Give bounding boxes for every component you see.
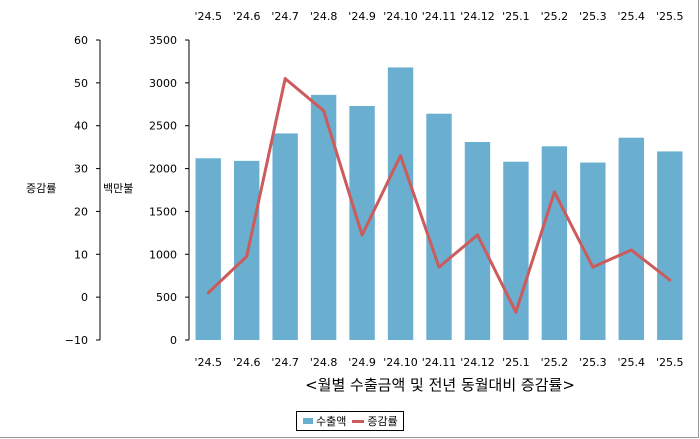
- bar-series: [195, 67, 683, 340]
- top-category-label: '24.6: [233, 10, 261, 23]
- right-axis-tick-label: 3500: [149, 34, 177, 47]
- left-axis-tick-label: 40: [74, 120, 88, 133]
- top-category-label: '24.7: [271, 10, 299, 23]
- bottom-category-axis: '24.5 '24.6 '24.7 '24.8 '24.9 '24.10 '24.11'24…: [194, 356, 683, 369]
- growth-point-'24.8: [322, 109, 326, 113]
- right-axis-tick-label: 2500: [149, 120, 177, 133]
- top-category-axis: '24.5 '24.6 '24.7 '24.8 '24.9 '24.10 '24.11'24…: [194, 10, 683, 23]
- left-axis-tick-label: 20: [74, 205, 88, 218]
- bottom-category-label: '25.3: [579, 356, 607, 369]
- top-category-label: '25.5: [656, 10, 684, 23]
- right-axis: 3500 3000 2500 2000 1500 1000 500 0: [149, 34, 190, 347]
- right-axis-tick-label: 3000: [149, 77, 177, 90]
- bar-'24.9: [349, 106, 375, 340]
- right-axis-tick-label: 1000: [149, 248, 177, 261]
- bottom-category-label: '24.8: [310, 356, 338, 369]
- growth-point-'25.4: [629, 248, 633, 252]
- bar-'25.5: [657, 151, 683, 340]
- left-axis-tick-label: −10: [65, 334, 88, 347]
- legend-swatch-growth: [352, 419, 365, 423]
- top-category-label: '24.8: [310, 10, 338, 23]
- bar-'24.8: [310, 94, 337, 340]
- growth-point-'25.1: [514, 310, 518, 314]
- growth-point-'24.11: [437, 265, 441, 269]
- top-category-label: '24.5: [194, 10, 222, 23]
- bottom-category-label: '24.5: [194, 356, 222, 369]
- legend-label-growth: 증감률: [367, 415, 398, 428]
- line-series: [206, 77, 672, 314]
- top-category-label: '24.12: [460, 10, 495, 23]
- top-category-label: '24.10: [383, 10, 418, 23]
- right-axis-tick-label: 500: [156, 291, 177, 304]
- left-axis-tick-label: 0: [81, 291, 88, 304]
- growth-point-'24.7: [283, 77, 287, 81]
- left-axis-title: 증감률: [26, 182, 56, 195]
- left-axis-tick-label: 30: [74, 163, 88, 176]
- left-axis: 60 50 40 30 20 10 0 −10: [65, 34, 101, 347]
- bottom-category-label: '25.1: [502, 356, 530, 369]
- bar-'24.7: [272, 133, 298, 340]
- right-axis-title: 백만불: [103, 182, 133, 195]
- growth-point-'25.2: [552, 190, 556, 194]
- bottom-category-label: '25.5: [656, 356, 684, 369]
- growth-point-'25.5: [668, 278, 672, 282]
- growth-point-'24.9: [360, 233, 364, 237]
- left-axis-tick-label: 60: [74, 34, 88, 47]
- bar-'24.10: [387, 67, 414, 340]
- bottom-category-label: '24.10: [383, 356, 418, 369]
- right-axis-tick-label: 2000: [149, 163, 177, 176]
- bottom-category-label: '24.7: [271, 356, 299, 369]
- bar-'24.11: [426, 113, 452, 340]
- bottom-category-label: '25.4: [618, 356, 646, 369]
- growth-point-'24.10: [399, 154, 403, 158]
- right-axis-tick-label: 0: [170, 334, 177, 347]
- legend: 수출액 증감률: [296, 411, 404, 431]
- chart-caption: <월별 수출금액 및 전년 동월대비 증감률>: [305, 376, 575, 394]
- bottom-category-label: '24.12: [460, 356, 495, 369]
- legend-swatch-exports: [303, 418, 313, 424]
- legend-label-exports: 수출액: [316, 415, 347, 428]
- right-axis-tick-label: 1500: [149, 205, 177, 218]
- growth-point-'24.12: [475, 233, 479, 237]
- left-axis-tick-label: 10: [74, 248, 88, 261]
- top-category-label: '25.3: [579, 10, 607, 23]
- bottom-category-label: '25.2: [541, 356, 569, 369]
- bottom-category-label: '24.6: [233, 356, 261, 369]
- top-category-label: '24.9: [348, 10, 376, 23]
- top-category-label: '24.11: [422, 10, 457, 23]
- growth-point-'24.5: [206, 291, 210, 295]
- top-category-label: '25.4: [618, 10, 646, 23]
- top-category-label: '25.1: [502, 10, 530, 23]
- top-category-label: '25.2: [541, 10, 569, 23]
- bar-'25.4: [618, 137, 644, 340]
- bottom-category-label: '24.9: [348, 356, 376, 369]
- bottom-category-label: '24.11: [422, 356, 457, 369]
- bar-'25.2: [541, 146, 568, 340]
- growth-point-'25.3: [591, 265, 595, 269]
- left-axis-tick-label: 50: [74, 77, 88, 90]
- bar-'24.5: [195, 158, 221, 340]
- growth-point-'24.6: [245, 254, 249, 258]
